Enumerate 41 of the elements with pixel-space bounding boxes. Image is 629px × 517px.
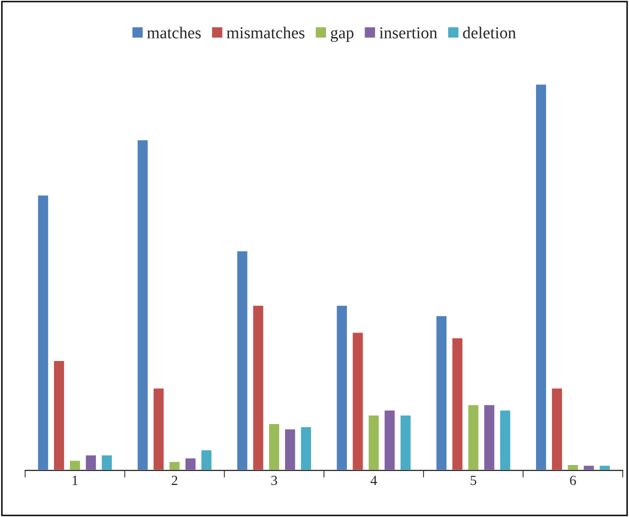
legend-label: mismatches: [226, 26, 304, 38]
bar: [252, 304, 265, 470]
x-tick-label: 2: [172, 476, 178, 485]
bar: [534, 83, 548, 470]
bar: [300, 426, 312, 470]
bar: [184, 457, 197, 470]
bar: [52, 360, 66, 470]
bar: [482, 404, 496, 470]
bar: [68, 459, 82, 470]
bar: [84, 454, 98, 470]
bar: [582, 464, 596, 470]
bar: [168, 460, 181, 470]
legend-label: gap: [330, 30, 354, 42]
bar: [399, 414, 412, 470]
legend-label: insertion: [379, 27, 438, 38]
bar: [367, 414, 380, 470]
bar: [335, 304, 348, 470]
x-tick-label: 4: [370, 476, 377, 485]
bar: [36, 194, 50, 470]
bar: [435, 314, 448, 470]
bar: [284, 428, 297, 470]
bar: [466, 404, 480, 470]
legend-label: deletion: [463, 26, 516, 38]
bar: [450, 336, 464, 470]
bar: [236, 250, 249, 470]
bar: [598, 464, 612, 470]
bar: [268, 422, 281, 470]
bar: [383, 409, 396, 470]
bar: [498, 409, 512, 470]
x-tick-label: 3: [271, 476, 278, 486]
x-tick-label: 5: [470, 476, 476, 486]
bar: [566, 464, 580, 470]
bar: [100, 454, 114, 470]
legend-label: matches: [147, 26, 201, 38]
bar: [351, 331, 364, 470]
x-tick-label: 6: [570, 476, 576, 486]
bar: [550, 387, 564, 470]
bar: [152, 387, 166, 470]
bar: [200, 448, 213, 470]
x-tick-label: 1: [72, 476, 78, 485]
bar: [136, 138, 150, 470]
